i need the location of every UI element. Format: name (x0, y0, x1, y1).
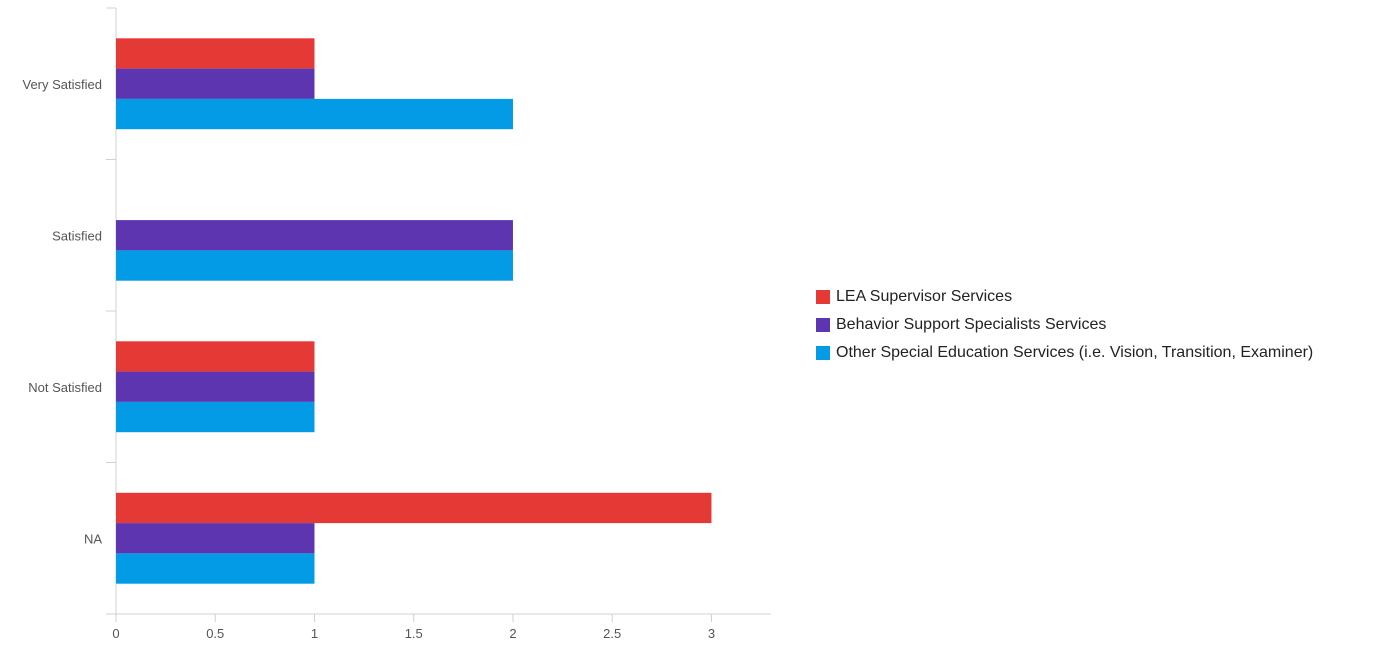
legend-item-lea-supervisor[interactable]: LEA Supervisor Services (816, 283, 1313, 311)
bar-chart: 0 0.5 1 1.5 2 2.5 3 Very Satisfied Satisfied Not … (23, 7, 771, 641)
bar-na-series-2 (116, 523, 315, 554)
x-tick-label: 2 (509, 626, 516, 641)
y-tick-label: Not Satisfied (28, 380, 102, 395)
legend-label: Other Special Education Services (i.e. V… (836, 344, 1314, 361)
chart-bars (116, 38, 712, 584)
bar-satisfied-series-2 (116, 220, 513, 251)
bar-na-series-3 (116, 553, 315, 584)
bar-very-satisfied-series-1 (116, 38, 315, 69)
y-tick-label: Satisfied (52, 228, 102, 243)
legend-swatch (816, 346, 830, 360)
x-tick-label: 1 (311, 626, 318, 641)
x-tick-label: 0.5 (206, 626, 224, 641)
bar-not-satisfied-series-1 (116, 341, 315, 372)
bar-very-satisfied-series-3 (116, 98, 513, 130)
bar-na-series-1 (116, 492, 712, 524)
legend-swatch (816, 290, 830, 304)
y-tick-label: Very Satisfied (23, 77, 103, 92)
chart-labels: 0 0.5 1 1.5 2 2.5 3 Very Satisfied Satisfied Not … (23, 77, 716, 641)
bar-not-satisfied-series-3 (116, 401, 315, 433)
bar-not-satisfied-series-2 (116, 371, 315, 402)
legend-item-behavior-support[interactable]: Behavior Support Specialists Services (816, 311, 1313, 339)
legend-label: Behavior Support Specialists Services (836, 316, 1107, 333)
legend-swatch (816, 318, 830, 332)
legend-label: LEA Supervisor Services (836, 288, 1013, 305)
x-tick-label: 3 (708, 626, 715, 641)
chart-legend: LEA Supervisor Services Behavior Support… (816, 283, 1313, 367)
y-tick-label: NA (84, 531, 102, 546)
bar-very-satisfied-series-2 (116, 68, 315, 99)
x-tick-label: 1.5 (405, 626, 423, 641)
legend-item-other-special-education[interactable]: Other Special Education Services (i.e. V… (816, 339, 1313, 367)
x-tick-label: 0 (112, 626, 119, 641)
x-tick-label: 2.5 (603, 626, 621, 641)
bar-satisfied-series-3 (116, 250, 513, 281)
